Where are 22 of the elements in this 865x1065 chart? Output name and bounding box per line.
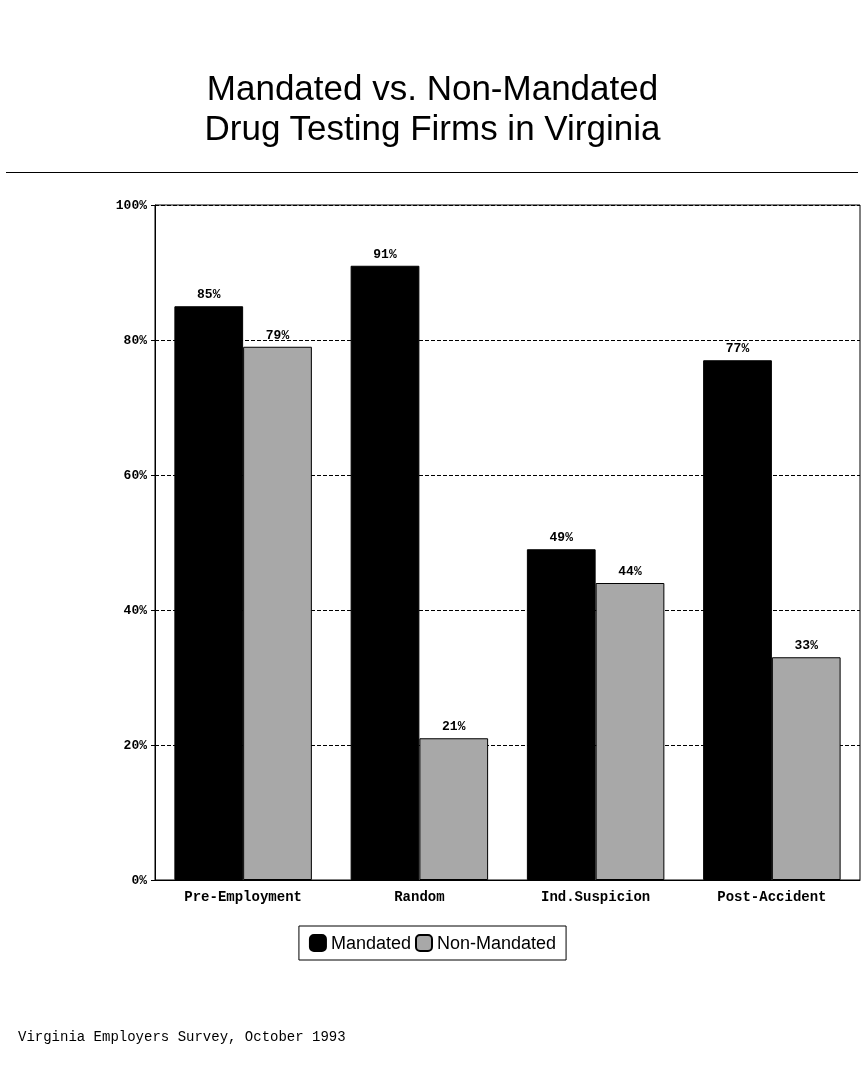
- y-tick-label: 40%: [123, 602, 148, 618]
- x-tick-label: Ind.Suspicion: [541, 889, 651, 905]
- x-tick-label: Random: [394, 889, 445, 905]
- data-label: 49%: [549, 530, 574, 546]
- legend-label: Non-Mandated: [436, 933, 557, 953]
- y-tick-label: 100%: [115, 197, 148, 213]
- data-label: 77%: [725, 341, 750, 357]
- data-label: 21%: [442, 719, 466, 735]
- data-label: 44%: [618, 564, 642, 579]
- y-tick-label: 0%: [131, 872, 148, 888]
- chart-title: Mandated vs. Non-Mandated Drug Testing Firms in Virginia: [204, 67, 661, 147]
- data-label: 85%: [197, 287, 221, 303]
- y-tick-label: 60%: [123, 467, 148, 483]
- text: Virginia Employers Survey, October 1993: [18, 1029, 346, 1045]
- data-label: 91%: [373, 246, 397, 262]
- y-tick-label: 80%: [123, 332, 148, 348]
- x-tick-label: Pre-Employment: [184, 889, 302, 905]
- y-tick-label: 20%: [123, 737, 148, 753]
- legend-label: Mandated: [330, 933, 411, 953]
- data-label: 79%: [265, 327, 290, 343]
- data-label: 33%: [794, 638, 819, 654]
- x-tick-label: Post-Accident: [717, 889, 827, 905]
